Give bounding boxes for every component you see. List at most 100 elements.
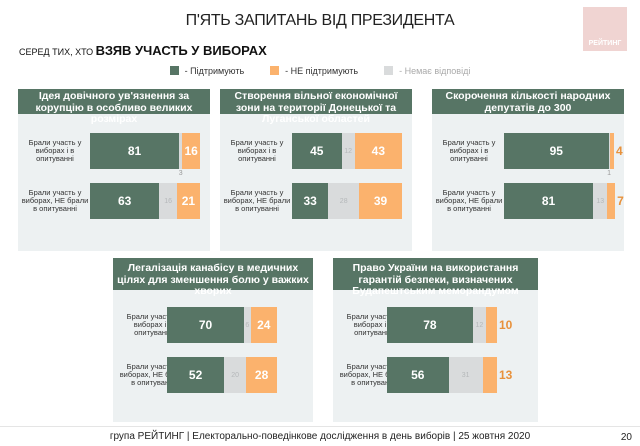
stacked-bar: 95 1 4	[504, 133, 623, 177]
bar-value-label: 4	[615, 144, 623, 158]
bar-segment-support: 81	[90, 133, 180, 169]
bar-value-label: 31	[461, 371, 470, 379]
rating-logo: РЕЙТИНГ	[583, 7, 627, 51]
chart-panel: Ідея довічного ув'язнення за корупцію в …	[18, 89, 210, 251]
bar-segment-oppose: 7	[607, 183, 624, 219]
bar-value-label: 70	[198, 318, 213, 332]
bar-value-label: 10	[498, 318, 513, 332]
bar-value-label: 20	[231, 371, 240, 379]
bar-segment-oppose: 10	[485, 307, 512, 343]
bar-value-label: 63	[117, 194, 132, 208]
bar-segment-no-answer: 13	[593, 183, 608, 219]
bar-row: Брали участь у виборах, НЕ брали в опиту…	[18, 183, 210, 219]
bar-segment-support: 56	[387, 357, 449, 393]
bar-segment-oppose: 43	[354, 133, 402, 169]
bar-value-label: 16	[184, 144, 198, 158]
bar-segment-no-answer: 20	[224, 357, 247, 393]
bar-value-label: 81	[541, 194, 556, 208]
bar-segment-oppose: 28	[246, 357, 277, 393]
category-label: Брали участь у виборах і в опитуванні	[230, 138, 284, 163]
subtitle-small: СЕРЕД ТИХ, ХТО	[19, 47, 96, 57]
chart-title: Право України на використання гарантій б…	[333, 258, 538, 297]
chart-panel: Створення вільної економічної зони на те…	[220, 89, 412, 251]
bar-segment-oppose: 24	[250, 307, 277, 343]
category-label: Брали участь у виборах, НЕ брали в опиту…	[119, 362, 187, 387]
legend: - Підтримують - НЕ підтримують - Немає в…	[0, 66, 640, 76]
bar-segment-no-answer: 12	[472, 307, 486, 343]
legend-swatch	[384, 66, 394, 75]
bar-value-label: 81	[127, 144, 142, 158]
bar-value-label: 7	[617, 194, 624, 208]
bar-segment-oppose: 4	[609, 133, 623, 169]
bar-row: Брали участь у виборах, НЕ брали в опиту…	[220, 183, 412, 219]
bar-segment-support: 78	[387, 307, 473, 343]
bar-value-label: 45	[310, 144, 324, 158]
bar-value-label: 39	[373, 194, 388, 208]
legend-item-oppose: - НЕ підтримують	[270, 66, 358, 76]
page-number: 20	[620, 432, 632, 443]
legend-label: - НЕ підтримують	[285, 66, 359, 76]
bar-segment-support: 45	[292, 133, 342, 169]
bar-value-label: 78	[423, 318, 437, 332]
chart-panel: Право України на використання гарантій б…	[333, 258, 538, 422]
bar-value-label: 16	[164, 197, 172, 205]
bar-value-label: 56	[411, 368, 425, 382]
bar-value-label: 12	[475, 321, 484, 329]
chart-title: Створення вільної економічної зони на те…	[220, 89, 412, 125]
footer: група РЕЙТИНГ | Електорально-поведінкове…	[109, 431, 531, 442]
category-label: Брали участь у виборах і в опитуванні	[28, 138, 82, 163]
bar-value-label: 1	[607, 170, 611, 177]
bar-segment-support: 63	[90, 183, 160, 219]
bar-value-label: 28	[339, 197, 348, 205]
bar-segment-no-answer: 16	[159, 183, 177, 219]
bar-segment-oppose: 21	[176, 183, 200, 219]
chart-title: Скорочення кількості народних депутатів …	[432, 89, 624, 114]
category-label: Брали участь у виборах і в опитуванні	[442, 138, 496, 163]
bar-value-label: 95	[549, 144, 563, 158]
bar-segment-no-answer: 12	[341, 133, 355, 169]
stacked-bar: 33 28 39	[292, 183, 402, 219]
bar-value-label: 33	[303, 194, 317, 208]
stacked-bar: 70 6 24	[167, 307, 277, 343]
bar-segment-no-answer: 31	[448, 357, 483, 393]
legend-item-support: - Підтримують	[169, 66, 244, 76]
bar-segment-no-answer: 1	[607, 133, 611, 177]
stacked-bar: 81 3 16	[90, 133, 200, 177]
bar-segment-support: 52	[167, 357, 225, 393]
chart-title: Легалізація канабісу в медичних цілях дл…	[113, 258, 313, 297]
legend-swatch	[169, 66, 179, 75]
stacked-bar: 78 12 10	[387, 307, 512, 343]
bar-value-label: 52	[188, 368, 203, 382]
legend-label: - Немає відповіді	[399, 66, 471, 76]
category-label: Брали участь у виборах, НЕ брали в опиту…	[223, 188, 291, 213]
bar-segment-no-answer: 6	[244, 307, 251, 343]
bar-row: Брали участь у виборах і в опитуванні 78 1…	[333, 307, 538, 343]
subtitle-bold: ВЗЯВ УЧАСТЬ У ВИБОРАХ	[95, 43, 267, 58]
page-title: П'ЯТЬ ЗАПИТАНЬ ВІД ПРЕЗИДЕНТА	[185, 12, 455, 29]
bar-segment-oppose: 39	[359, 183, 402, 219]
bar-value-label: 3	[178, 170, 183, 177]
stacked-bar: 81 13 7	[504, 183, 624, 219]
stacked-bar: 52 20 28	[167, 357, 277, 393]
chart-title: Ідея довічного ув'язнення за корупцію в …	[18, 89, 210, 125]
stacked-bar: 45 12 43	[292, 133, 402, 169]
bar-segment-support: 33	[292, 183, 329, 219]
bar-segment-oppose: 13	[482, 357, 512, 393]
category-label: Брали участь у виборах, НЕ брали в опиту…	[339, 362, 407, 387]
legend-item-no-answer: - Немає відповіді	[384, 66, 470, 76]
stacked-bar: 63 16 21	[90, 183, 200, 219]
category-label: Брали участь у виборах, НЕ брали в опиту…	[435, 188, 503, 213]
chart-panel: Скорочення кількості народних депутатів …	[432, 89, 624, 251]
bar-value-label: 43	[371, 144, 386, 158]
bar-value-label: 6	[245, 321, 250, 329]
bar-value-label: 12	[344, 147, 352, 155]
bar-row: Брали участь у виборах, НЕ брали в опиту…	[432, 183, 624, 219]
legend-swatch	[270, 66, 280, 75]
bar-segment-no-answer: 3	[179, 133, 183, 177]
bar-row: Брали участь у виборах і в опитуванні 70 6…	[113, 307, 313, 343]
bar-row: Брали участь у виборах, НЕ брали в опиту…	[333, 357, 538, 393]
bar-segment-support: 81	[504, 183, 594, 219]
bar-row: Брали участь у виборах і в опитуванні 81 3…	[18, 133, 210, 177]
bar-segment-support: 70	[167, 307, 244, 343]
bar-segment-oppose: 16	[182, 133, 200, 169]
